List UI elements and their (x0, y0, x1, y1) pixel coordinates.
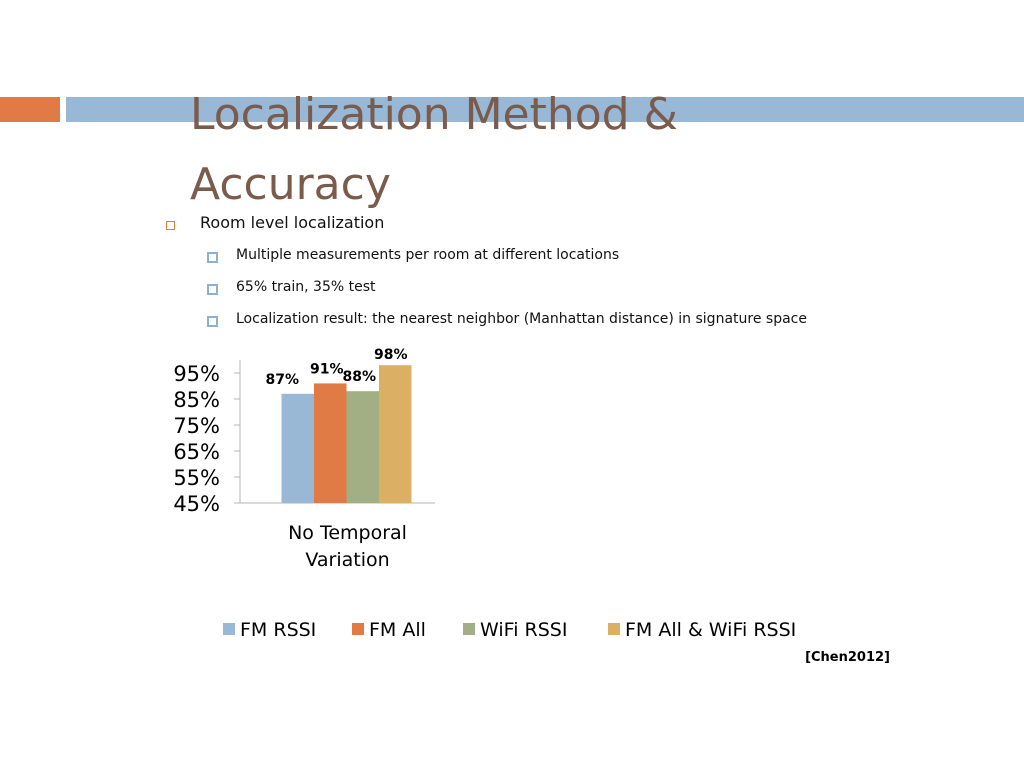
slide-title: Localization Method & Accuracy (190, 89, 678, 210)
legend-swatch (223, 623, 235, 635)
y-axis: 45%55%65%75%85%95% (173, 360, 435, 516)
bar-fm-rssi (281, 393, 314, 503)
y-tick-label: 55% (173, 466, 220, 490)
legend-label: WiFi RSSI (480, 619, 567, 641)
bars-group (281, 365, 412, 503)
y-tick-label: 65% (173, 440, 220, 464)
citation: [Chen2012] (805, 650, 890, 665)
legend-swatch (608, 623, 620, 635)
bullet-square-icon (207, 284, 218, 295)
legend-swatch (463, 623, 475, 635)
bullet-square-icon (207, 316, 218, 327)
bullet-level2: 65% train, 35% test (236, 279, 376, 295)
bullet-level2: Multiple measurements per room at differ… (236, 247, 620, 263)
legend-swatch (352, 623, 364, 635)
bar-wifi-rssi (346, 391, 379, 503)
y-tick-label: 95% (173, 362, 220, 386)
bullet-level1: Room level localization (200, 213, 385, 232)
legend-label: FM All & WiFi RSSI (625, 619, 796, 641)
bar-fm-all (314, 383, 347, 503)
bar-data-label: 91% (310, 361, 344, 377)
bar-data-label: 87% (266, 372, 300, 388)
legend: FM RSSI FM All WiFi RSSI FM All & WiFi RSSI (223, 619, 796, 641)
x-category-label: Variation (305, 549, 389, 571)
y-tick-label: 45% (173, 492, 220, 516)
data-labels-group: 87% 91%88% 98% (266, 347, 408, 388)
header-accent-blue (66, 97, 1024, 122)
bullet-level2: Localization result: the nearest neighbo… (236, 311, 807, 327)
bar-fm-all-wifi-rssi (379, 365, 412, 503)
bar-data-label: 88% (343, 369, 377, 385)
bullet-square-icon (207, 252, 218, 263)
bullet-square-icon (166, 221, 175, 230)
x-axis-categories: No Temporal Variation (288, 522, 407, 571)
legend-label: FM RSSI (240, 619, 316, 641)
bar-data-label: 98% (374, 347, 408, 363)
y-tick-label: 85% (173, 388, 220, 412)
legend-label: FM All (369, 619, 426, 641)
y-tick-label: 75% (173, 414, 220, 438)
header-accent-orange (0, 97, 60, 122)
x-category-label: No Temporal (288, 522, 407, 544)
